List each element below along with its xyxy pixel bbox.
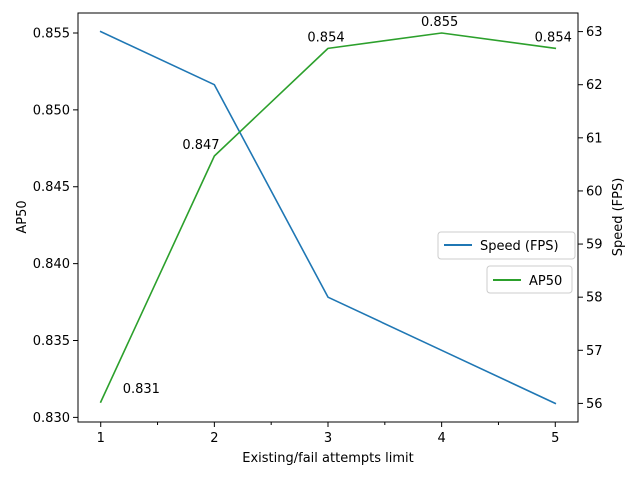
legend-speed: Speed (FPS) — [437, 231, 576, 260]
plot-frame — [77, 12, 579, 423]
right-y-tick-label: 57 — [586, 344, 603, 359]
right-axis-label: Speed (FPS) — [611, 178, 626, 257]
legend-ap50: AP50 — [486, 265, 573, 294]
speed-line — [99, 30, 557, 405]
right-y-tick-label: 58 — [586, 291, 603, 306]
x-tick-label: 3 — [324, 431, 332, 446]
left-y-tick-label: 0.840 — [33, 257, 70, 272]
left-y-tick-label: 0.850 — [33, 103, 70, 118]
left-y-tick-label: 0.855 — [33, 26, 70, 41]
data-labels: 0.831 0.847 0.854 0.855 0.854 — [123, 15, 572, 397]
plot-lines — [99, 30, 557, 405]
right-y-tick-label: 62 — [586, 78, 603, 93]
right-y-axis: 56 57 58 59 60 61 62 63 — [578, 25, 603, 412]
left-y-tick-label: 0.830 — [33, 411, 70, 426]
x-tick-label: 2 — [210, 431, 218, 446]
legend-ap50-label: AP50 — [529, 274, 562, 289]
right-y-tick-label: 61 — [586, 131, 603, 146]
left-y-tick-label: 0.835 — [33, 334, 70, 349]
x-axis-label: Existing/fail attempts limit — [242, 451, 413, 466]
left-axis-label: AP50 — [15, 200, 30, 233]
legend-speed-box — [437, 231, 576, 260]
left-y-axis: 0.830 0.835 0.840 0.845 0.850 0.855 — [33, 26, 78, 426]
right-y-tick-label: 59 — [586, 238, 603, 253]
legend-speed-label: Speed (FPS) — [480, 239, 559, 254]
ap50-data-label: 0.854 — [307, 30, 344, 45]
x-tick-label: 5 — [551, 431, 559, 446]
ap50-data-label: 0.831 — [123, 382, 160, 397]
legend-ap50-box — [486, 265, 573, 294]
ap50-data-label: 0.854 — [535, 30, 572, 45]
x-tick-label: 4 — [437, 431, 445, 446]
right-y-tick-label: 56 — [586, 397, 603, 412]
left-y-tick-label: 0.845 — [33, 180, 70, 195]
right-y-tick-label: 60 — [586, 184, 603, 199]
x-tick-label: 1 — [97, 431, 105, 446]
ap50-line — [99, 32, 557, 404]
ap50-data-label: 0.855 — [421, 15, 458, 30]
x-axis: 1 2 3 4 5 — [97, 422, 559, 446]
right-y-tick-label: 63 — [586, 25, 603, 40]
ap50-data-label: 0.847 — [182, 138, 219, 153]
